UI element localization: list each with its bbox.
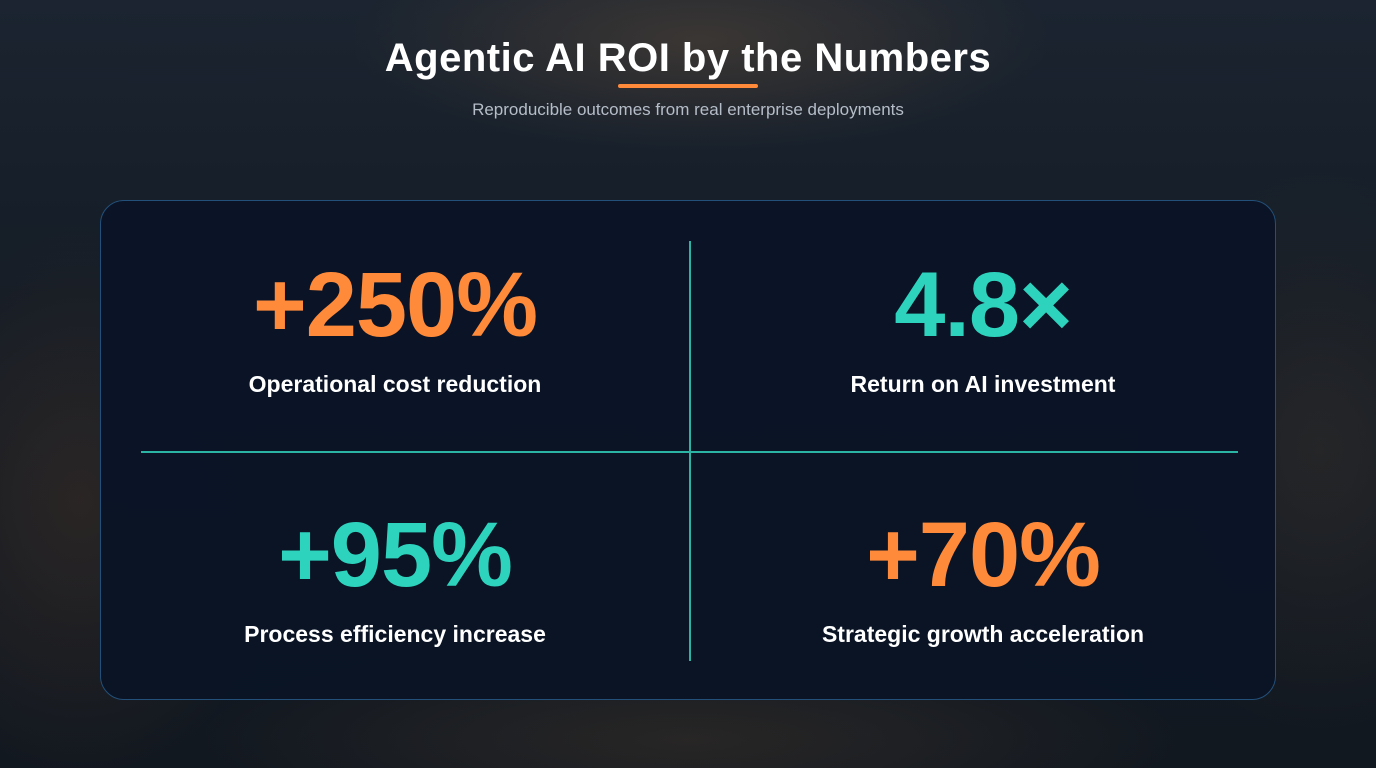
stat-value: +70% bbox=[866, 504, 1101, 606]
stat-value: 4.8× bbox=[894, 254, 1073, 356]
stat-value: +250% bbox=[252, 254, 538, 356]
stat-label: Process efficiency increase bbox=[244, 621, 546, 647]
stat-value: +95% bbox=[278, 504, 513, 606]
stat-card: +70% Strategic growth acceleration bbox=[689, 509, 1277, 648]
title: Agentic AI ROI by the Numbers bbox=[384, 36, 992, 80]
stat-card: +250% Operational cost reduction bbox=[101, 259, 689, 398]
stats-panel: +250% Operational cost reduction 4.8× Re… bbox=[100, 200, 1276, 700]
title-underline bbox=[618, 84, 758, 88]
stat-label: Strategic growth acceleration bbox=[821, 621, 1145, 647]
stat-card: +95% Process efficiency increase bbox=[101, 509, 689, 648]
subtitle: Reproducible outcomes from real enterpri… bbox=[472, 100, 904, 119]
stat-card: 4.8× Return on AI investment bbox=[689, 259, 1277, 398]
stat-label: Operational cost reduction bbox=[248, 371, 542, 397]
stat-label: Return on AI investment bbox=[850, 371, 1116, 397]
divider bbox=[141, 451, 1238, 453]
